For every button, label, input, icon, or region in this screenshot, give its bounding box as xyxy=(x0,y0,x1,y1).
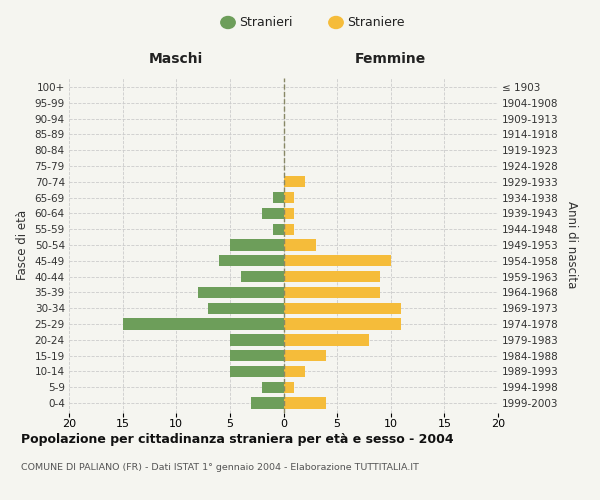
Bar xyxy=(284,382,294,393)
Bar xyxy=(284,224,294,235)
Bar xyxy=(219,255,284,266)
Bar xyxy=(284,366,305,377)
Bar xyxy=(230,350,284,362)
Bar xyxy=(241,271,284,282)
Bar xyxy=(284,208,294,219)
Bar xyxy=(230,334,284,345)
Bar xyxy=(284,350,326,362)
Bar xyxy=(284,318,401,330)
Bar xyxy=(262,382,284,393)
Bar xyxy=(198,286,284,298)
Bar xyxy=(251,398,284,408)
Bar xyxy=(284,271,380,282)
Bar xyxy=(122,318,284,330)
Text: Popolazione per cittadinanza straniera per età e sesso - 2004: Popolazione per cittadinanza straniera p… xyxy=(21,432,454,446)
Text: COMUNE DI PALIANO (FR) - Dati ISTAT 1° gennaio 2004 - Elaborazione TUTTITALIA.IT: COMUNE DI PALIANO (FR) - Dati ISTAT 1° g… xyxy=(21,462,419,471)
Bar xyxy=(284,255,391,266)
Text: Stranieri: Stranieri xyxy=(239,16,292,29)
Text: Femmine: Femmine xyxy=(355,52,427,66)
Bar xyxy=(262,208,284,219)
Bar xyxy=(284,192,294,203)
Bar xyxy=(284,334,370,345)
Y-axis label: Anni di nascita: Anni di nascita xyxy=(565,202,578,288)
Y-axis label: Fasce di età: Fasce di età xyxy=(16,210,29,280)
Bar xyxy=(284,398,326,408)
Bar xyxy=(230,240,284,250)
Text: Maschi: Maschi xyxy=(149,52,203,66)
Bar xyxy=(284,286,380,298)
Text: Straniere: Straniere xyxy=(347,16,404,29)
Bar xyxy=(284,302,401,314)
Bar xyxy=(284,176,305,188)
Bar xyxy=(208,302,284,314)
Bar xyxy=(273,192,284,203)
Bar xyxy=(284,240,316,250)
Bar xyxy=(273,224,284,235)
Bar xyxy=(230,366,284,377)
